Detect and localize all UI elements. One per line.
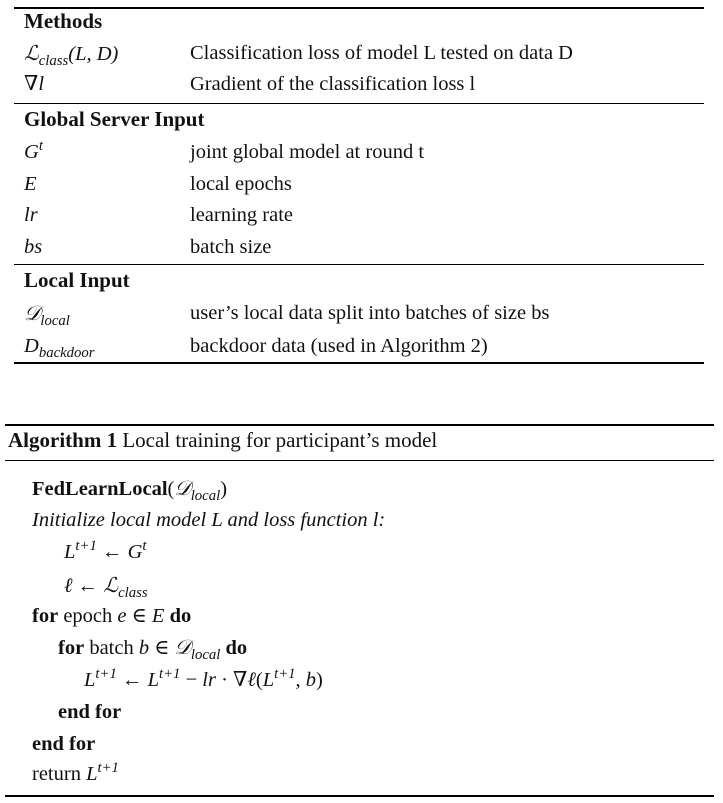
alg-line-for-epoch: for epoch e ∈ E do bbox=[32, 605, 192, 627]
algorithm-caption: Algorithm 1 Local training for participa… bbox=[8, 423, 437, 457]
symbol-batch-size: bs bbox=[24, 236, 43, 258]
symbol-backdoor-data: Dbackdoor bbox=[24, 335, 95, 362]
alg-line-for-batch: for batch b ∈ 𝒟local do bbox=[58, 637, 248, 664]
section-divider bbox=[14, 264, 704, 265]
table-top-rule bbox=[14, 7, 704, 9]
algorithm-bottom-rule bbox=[5, 795, 714, 797]
symbol-global-model: Gt bbox=[24, 137, 43, 163]
alg-line-assign-model: Lt+1 ← Gt bbox=[64, 537, 147, 563]
section-header-local: Local Input bbox=[24, 268, 130, 292]
row-description: batch size bbox=[190, 236, 272, 258]
table-row: Gt joint global model at round t bbox=[24, 137, 709, 168]
table-row: E local epochs bbox=[24, 169, 709, 200]
algorithm-top-rule bbox=[5, 424, 714, 426]
section-header-methods: Methods bbox=[24, 9, 103, 33]
table-row: lr learning rate bbox=[24, 200, 709, 231]
table-bottom-rule bbox=[14, 362, 704, 364]
table-row: 𝒟local user’s local data split into batc… bbox=[24, 298, 709, 329]
alg-line-assign-loss: ℓ ← ℒclass bbox=[64, 573, 148, 602]
symbol-local-data: 𝒟local bbox=[24, 301, 70, 330]
row-description: joint global model at round t bbox=[190, 141, 425, 163]
alg-line-function: FedLearnLocal(𝒟local) bbox=[32, 476, 228, 505]
alg-line-end-for-outer: end for bbox=[32, 733, 96, 755]
alg-line-return: return Lt+1 bbox=[32, 759, 119, 785]
symbol-class-loss: ℒclass(L, D) bbox=[24, 41, 119, 70]
row-description: local epochs bbox=[190, 173, 292, 195]
table-row: ℒclass(L, D) Classification loss of mode… bbox=[24, 38, 709, 69]
table-row: bs batch size bbox=[24, 232, 709, 263]
alg-line-init: Initialize local model L and loss functi… bbox=[32, 509, 386, 531]
symbol-learning-rate: lr bbox=[24, 204, 38, 226]
algorithm-label: Algorithm 1 bbox=[8, 428, 118, 452]
table-row: Dbackdoor backdoor data (used in Algorit… bbox=[24, 331, 709, 362]
table-row: ∇l Gradient of the classification loss l bbox=[24, 69, 709, 100]
section-divider bbox=[14, 103, 704, 104]
row-description: Classification loss of model L tested on… bbox=[190, 42, 573, 64]
alg-line-end-for-inner: end for bbox=[58, 701, 122, 723]
row-description: user’s local data split into batches of … bbox=[190, 302, 550, 324]
section-header-server: Global Server Input bbox=[24, 107, 205, 131]
alg-line-update: Lt+1 ← Lt+1 − lr · ∇ℓ(Lt+1, b) bbox=[84, 665, 323, 691]
algorithm-caption-rule bbox=[5, 460, 714, 461]
symbol-gradient: ∇l bbox=[24, 73, 45, 95]
row-description: backdoor data (used in Algorithm 2) bbox=[190, 335, 488, 357]
row-description: learning rate bbox=[190, 204, 294, 226]
row-description: Gradient of the classification loss l bbox=[190, 73, 476, 95]
symbol-epochs: E bbox=[24, 173, 37, 195]
algorithm-title: Local training for participant’s model bbox=[122, 428, 438, 452]
